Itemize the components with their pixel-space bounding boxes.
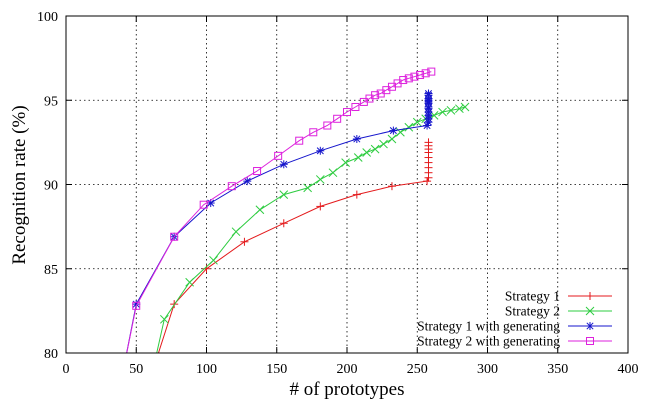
data-point [404, 122, 414, 132]
data-point [146, 374, 154, 382]
data-point [410, 72, 419, 81]
data-point [231, 227, 241, 237]
data-point [379, 139, 388, 149]
data-point [274, 151, 283, 160]
data-point [362, 148, 372, 157]
data-point [253, 167, 262, 176]
y-tick-label: 90 [44, 179, 58, 194]
data-point [199, 200, 208, 209]
data-point [316, 202, 325, 211]
data-point [416, 70, 425, 79]
data-point [303, 183, 313, 193]
x-tick-label: 300 [477, 362, 498, 377]
data-point [423, 121, 432, 130]
y-tick-label: 95 [44, 94, 58, 109]
grid [66, 16, 628, 353]
legend-item: Strategy 2 with generating [417, 334, 612, 349]
x-tick-label: 200 [337, 362, 358, 377]
legend-item: Strategy 1 with generating [417, 319, 612, 334]
data-point [389, 126, 398, 135]
data-point [279, 160, 288, 169]
data-point [279, 190, 289, 199]
data-point [328, 168, 338, 178]
data-point [333, 114, 342, 123]
data-point [352, 135, 361, 144]
data-point [421, 69, 430, 78]
x-tick-label: 400 [618, 362, 639, 377]
x-tick-label: 0 [63, 362, 70, 377]
data-point [227, 182, 236, 191]
legend-label: Strategy 2 with generating [417, 334, 560, 349]
data-point [323, 121, 332, 130]
data-point [371, 91, 380, 100]
data-point [309, 128, 318, 137]
data-point [460, 102, 470, 112]
series-3 [121, 89, 433, 365]
data-point [279, 219, 288, 228]
legend-marker [586, 322, 594, 330]
y-tick-label: 100 [37, 10, 58, 25]
series-line [126, 71, 432, 353]
legend-label: Strategy 1 with generating [417, 319, 560, 334]
x-tick-label: 100 [196, 362, 217, 377]
legend-label: Strategy 1 [505, 289, 560, 304]
data-point [412, 117, 422, 127]
data-point [387, 134, 397, 144]
data-point [438, 107, 447, 117]
data-point [353, 153, 363, 162]
x-tick-label: 350 [547, 362, 568, 377]
data-point [122, 358, 129, 365]
data-point [423, 177, 432, 186]
data-point [352, 190, 361, 199]
data-point [170, 232, 179, 241]
legend-marker [585, 306, 595, 316]
data-point [209, 255, 218, 265]
data-point [146, 378, 154, 386]
data-point [132, 301, 141, 310]
data-point [424, 138, 433, 147]
y-tick-label: 85 [44, 263, 58, 278]
series-line [157, 142, 429, 353]
series-4 [122, 67, 436, 365]
y-axis-title: Recognition rate (%) [9, 105, 30, 264]
data-point [427, 67, 436, 76]
x-axis-title: # of prototypes [289, 379, 404, 400]
data-point [185, 277, 194, 287]
legend-item: Strategy 2 [505, 304, 612, 319]
data-point [370, 144, 380, 154]
legend-item: Strategy 1 [505, 289, 612, 304]
data-point [240, 237, 249, 246]
data-point [295, 136, 304, 145]
legend-label: Strategy 2 [505, 304, 560, 319]
legend-marker [586, 337, 594, 345]
data-point [399, 76, 408, 85]
data-point [387, 182, 396, 191]
data-point [424, 89, 433, 98]
data-point [455, 104, 464, 114]
data-point [315, 175, 325, 184]
data-point [343, 108, 351, 117]
x-tick-label: 150 [266, 362, 287, 377]
x-tick-label: 250 [407, 362, 428, 377]
series-1 [146, 138, 433, 382]
series-group [121, 67, 470, 386]
data-point [351, 102, 360, 111]
data-point [121, 357, 129, 365]
data-point [316, 146, 325, 155]
ticks: 0 50 100 150 200 250 300 350 400 80 85 90 95 100 [37, 10, 639, 377]
data-point [255, 205, 265, 215]
data-point [446, 106, 456, 115]
y-tick-label: 80 [44, 347, 58, 362]
data-point [159, 314, 169, 324]
data-point [243, 177, 252, 186]
x-tick-label: 50 [129, 362, 143, 377]
data-point [341, 158, 350, 167]
legend-marker [586, 292, 594, 300]
data-point [404, 74, 413, 83]
